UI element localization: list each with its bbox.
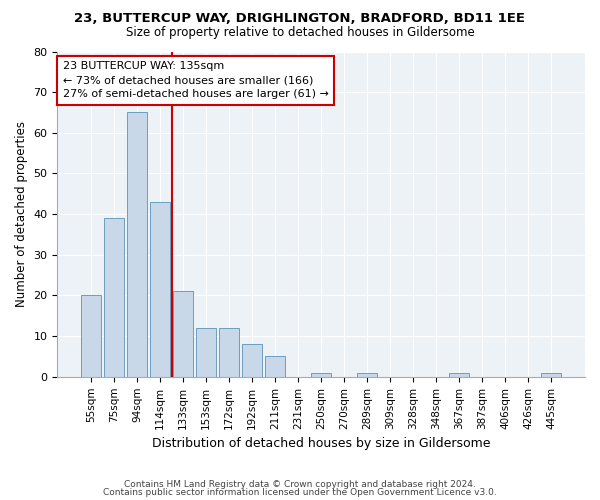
Bar	[173, 292, 193, 377]
Bar	[265, 356, 285, 377]
X-axis label: Distribution of detached houses by size in Gildersome: Distribution of detached houses by size …	[152, 437, 490, 450]
Text: Contains public sector information licensed under the Open Government Licence v3: Contains public sector information licen…	[103, 488, 497, 497]
Text: Size of property relative to detached houses in Gildersome: Size of property relative to detached ho…	[125, 26, 475, 39]
Bar	[358, 373, 377, 377]
Bar	[541, 373, 561, 377]
Bar	[151, 202, 170, 377]
Bar	[82, 296, 101, 377]
Text: 23, BUTTERCUP WAY, DRIGHLINGTON, BRADFORD, BD11 1EE: 23, BUTTERCUP WAY, DRIGHLINGTON, BRADFOR…	[74, 12, 526, 26]
Bar	[220, 328, 239, 377]
Text: Contains HM Land Registry data © Crown copyright and database right 2024.: Contains HM Land Registry data © Crown c…	[124, 480, 476, 489]
Bar	[449, 373, 469, 377]
Bar	[242, 344, 262, 377]
Bar	[311, 373, 331, 377]
Bar	[127, 112, 147, 377]
Y-axis label: Number of detached properties: Number of detached properties	[15, 121, 28, 307]
Text: 23 BUTTERCUP WAY: 135sqm
← 73% of detached houses are smaller (166)
27% of semi-: 23 BUTTERCUP WAY: 135sqm ← 73% of detach…	[62, 62, 329, 100]
Bar	[196, 328, 216, 377]
Bar	[104, 218, 124, 377]
